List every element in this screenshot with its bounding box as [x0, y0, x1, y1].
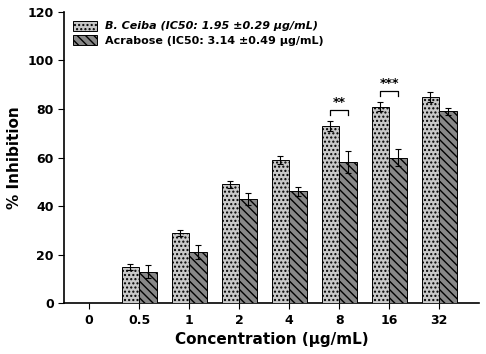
Text: ***: ***	[380, 77, 399, 90]
Text: **: **	[332, 97, 346, 109]
Y-axis label: % Inhibition: % Inhibition	[7, 106, 22, 209]
Bar	[239, 199, 257, 303]
Bar	[372, 107, 389, 303]
Bar	[272, 160, 289, 303]
Bar	[189, 252, 207, 303]
Bar	[322, 126, 339, 303]
Bar	[122, 267, 139, 303]
Legend: B. Ceiba (IC50: 1.95 ±0.29 μg/mL), Acrabose (IC50: 3.14 ±0.49 μg/mL): B. Ceiba (IC50: 1.95 ±0.29 μg/mL), Acrab…	[69, 17, 327, 49]
Bar	[222, 184, 239, 303]
Bar	[421, 97, 439, 303]
Bar	[339, 162, 357, 303]
Bar	[139, 272, 156, 303]
Bar	[439, 112, 456, 303]
Bar	[289, 192, 307, 303]
X-axis label: Concentration (μg/mL): Concentration (μg/mL)	[175, 332, 368, 347]
Bar	[389, 158, 407, 303]
Bar	[172, 233, 189, 303]
